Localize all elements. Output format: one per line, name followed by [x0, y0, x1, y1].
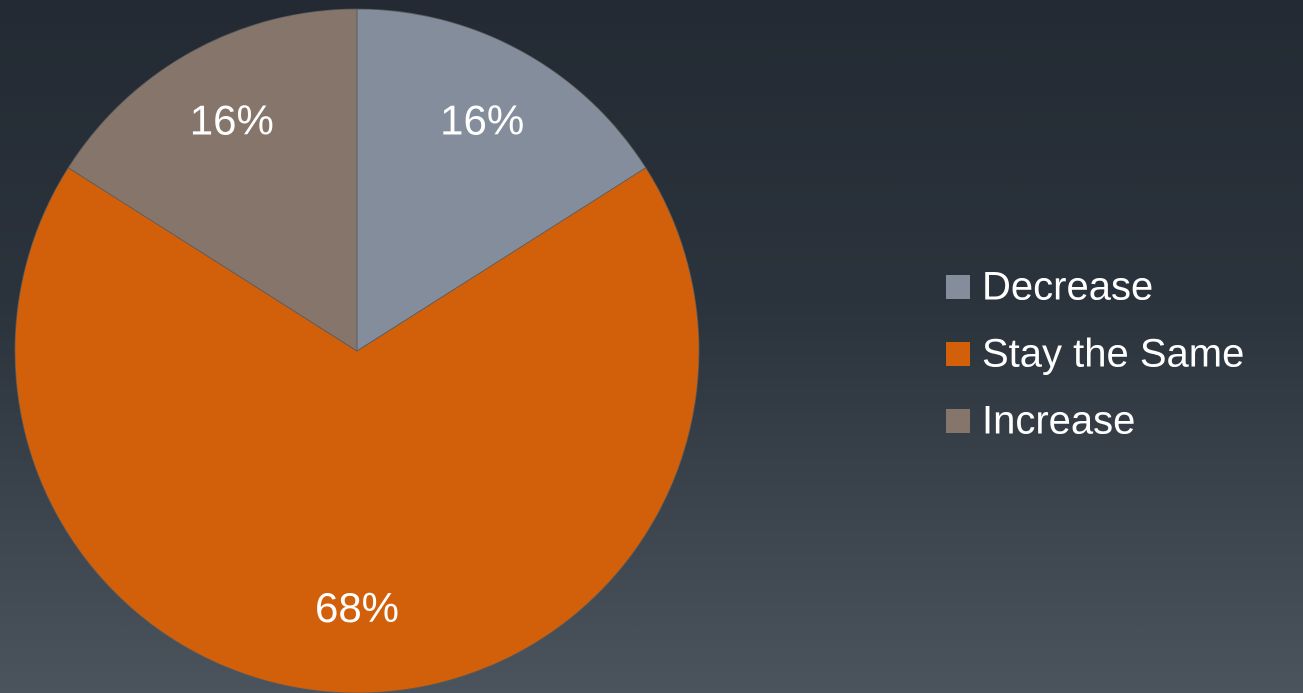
- pie-slice: [67, 8, 358, 352]
- legend-label: Decrease: [982, 265, 1153, 309]
- legend-label: Stay the Same: [982, 332, 1244, 376]
- legend-swatch: [946, 275, 970, 299]
- value-label: 16%: [440, 96, 524, 143]
- legend-label: Increase: [982, 399, 1135, 443]
- legend-swatch: [946, 342, 970, 366]
- value-label: 16%: [190, 96, 274, 143]
- pie-slice: [356, 8, 647, 352]
- value-label: 68%: [315, 584, 399, 631]
- legend-swatch: [946, 409, 970, 433]
